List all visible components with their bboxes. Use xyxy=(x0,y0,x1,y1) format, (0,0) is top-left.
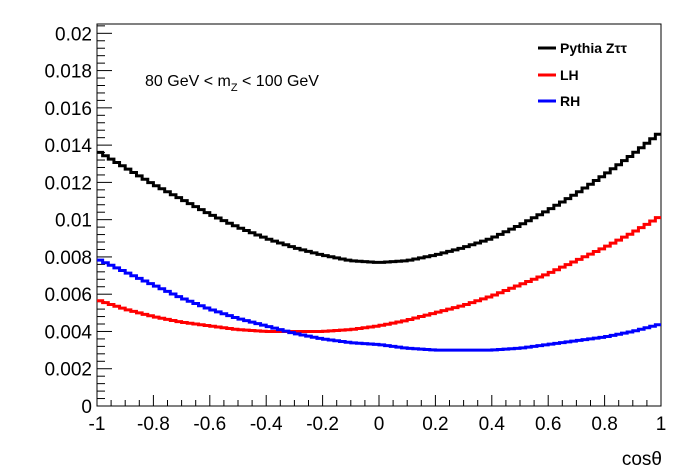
x-axis-title: cosθ xyxy=(622,449,662,470)
series-layer xyxy=(97,132,661,352)
y-tick-label: 0.004 xyxy=(44,322,92,343)
y-tick-label: 0.01 xyxy=(55,211,92,232)
y-tick-label: 0.02 xyxy=(55,24,92,45)
series-line-0 xyxy=(97,132,661,264)
series-line-2 xyxy=(97,258,661,352)
legend-label: LH xyxy=(560,67,579,83)
series-line-1 xyxy=(97,216,661,333)
legend: Pythia Zττ LH RH xyxy=(538,40,628,109)
y-tick-label: 0.016 xyxy=(44,99,92,120)
x-axis: -1 -0.8 -0.6 -0.4 -0.2 0 0.2 0.4 0.6 0.8 1 xyxy=(89,395,667,435)
y-tick-label: 0.018 xyxy=(44,62,92,83)
y-tick-label: 0 xyxy=(81,397,92,418)
x-tick-label: -0.4 xyxy=(250,414,283,435)
x-tick-label: -0.8 xyxy=(137,414,170,435)
x-tick-label: -1 xyxy=(89,414,106,435)
y-tick-label: 0.012 xyxy=(44,173,92,194)
y-tick-label: 0.014 xyxy=(44,136,92,157)
x-tick-label: -0.2 xyxy=(306,414,339,435)
x-tick-label: 1 xyxy=(656,414,667,435)
x-tick-label: 0.2 xyxy=(422,414,448,435)
x-tick-label: 0.8 xyxy=(591,414,617,435)
y-tick-label: 0.008 xyxy=(44,248,92,269)
x-tick-label: 0 xyxy=(374,414,385,435)
x-tick-label: 0.6 xyxy=(535,414,561,435)
y-tick-label: 0.006 xyxy=(44,285,92,306)
y-axis: 0 0.002 0.004 0.006 0.008 0.01 0.012 0.014 0.016… xyxy=(44,24,112,418)
y-tick-label: 0.002 xyxy=(44,360,92,381)
legend-label: RH xyxy=(560,93,580,109)
x-tick-label: -0.6 xyxy=(193,414,226,435)
x-tick-label: 0.4 xyxy=(479,414,506,435)
legend-label: Pythia Zττ xyxy=(560,40,628,56)
annotation-mass-window: 80 GeV < mZ < 100 GeV xyxy=(145,73,319,94)
